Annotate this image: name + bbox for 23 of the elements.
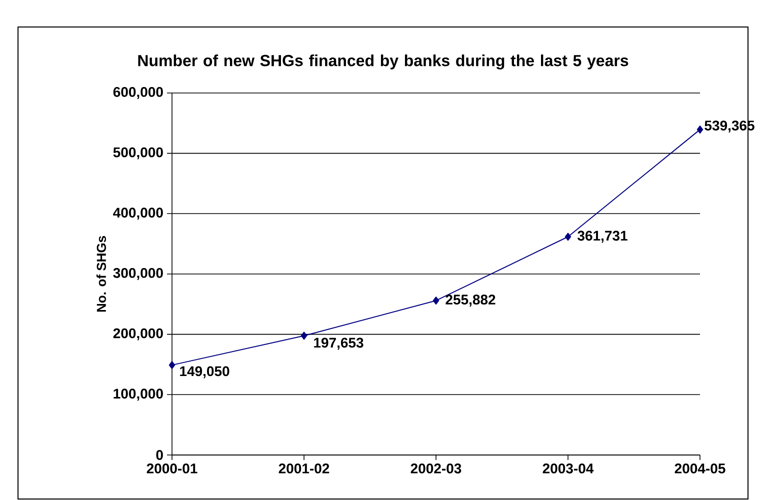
data-label: 255,882 [446,294,496,307]
x-tick-label: 2000-01 [146,464,198,474]
point [564,232,572,241]
data-label: 197,653 [314,338,364,350]
point [168,361,176,370]
y-axis-title: No. of SHGs [96,236,106,312]
x-tick-label: 2004-05 [674,464,726,474]
y-tick-label: 600,000 [113,87,163,99]
point [300,332,308,340]
point [696,126,704,134]
y-tick-label: 300,000 [113,268,163,280]
y-tick-label: 500,000 [113,147,163,160]
data-label: 149,050 [180,366,230,378]
y-tick-label: 200,000 [113,328,163,340]
chart-title: Number of new SHGs financed by banks during the last 5 years [138,54,628,70]
point [432,296,440,305]
y-tick-label: 100,000 [114,388,163,401]
x-tick-label: 2001-02 [278,464,330,474]
x-tick-label: 2002-03 [410,464,462,474]
y-tick-label: 400,000 [113,208,163,220]
x-tick-label: 2003-04 [542,464,594,474]
y-tick-label: 0 [156,450,163,460]
data-label: 361,731 [578,230,628,243]
